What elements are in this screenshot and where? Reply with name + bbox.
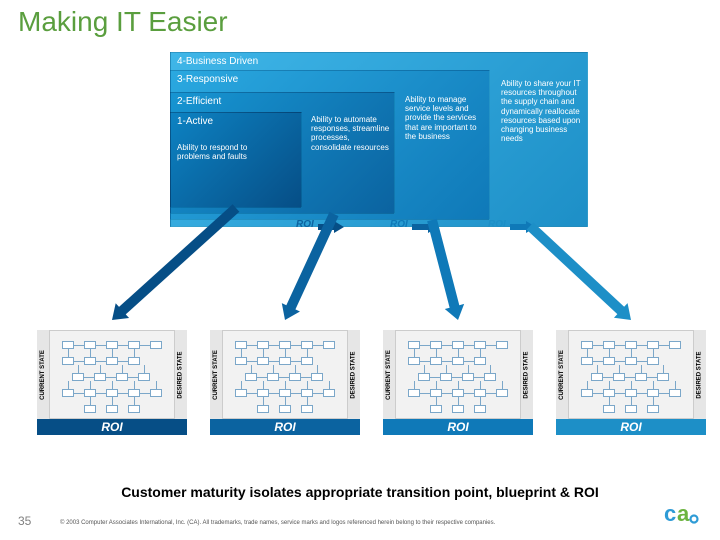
ca-logo-icon: c a — [664, 501, 702, 532]
blueprint-flow — [49, 330, 175, 419]
footer: Customer maturity isolates appropriate t… — [0, 484, 720, 540]
maturity-stage: 1-Active Ability to respond to problems a… — [170, 112, 302, 208]
stage-description: Ability to manage service levels and pro… — [405, 95, 485, 141]
desired-state-label: DESIRED STATE — [521, 330, 533, 419]
current-state-label: CURRENT STATE — [37, 330, 49, 419]
desired-state-label: DESIRED STATE — [175, 330, 187, 419]
roi-tag: ROI — [488, 219, 506, 230]
stage-label: 2-Efficient — [177, 96, 221, 107]
current-state-label: CURRENT STATE — [556, 330, 568, 419]
stage-label: 3-Responsive — [177, 74, 238, 85]
stage-label: 1-Active — [177, 116, 213, 127]
roi-bar: ROI — [383, 419, 533, 435]
roi-bar: ROI — [210, 419, 360, 435]
stage-label: 4-Business Driven — [177, 56, 258, 67]
roi-card: CURRENT STATE DESIRED STATEROI — [556, 330, 706, 435]
stage-description: Ability to automate responses, streamlin… — [311, 115, 391, 152]
copyright: © 2003 Computer Associates International… — [60, 520, 495, 526]
link-arrow-icon — [422, 217, 467, 322]
stage-description: Ability to respond to problems and fault… — [177, 143, 257, 161]
desired-state-label: DESIRED STATE — [348, 330, 360, 419]
page-title: Making IT Easier — [18, 6, 228, 38]
roi-arrow-icon — [318, 221, 344, 233]
svg-text:c: c — [664, 501, 676, 526]
current-state-label: CURRENT STATE — [383, 330, 395, 419]
page-number: 35 — [18, 514, 31, 528]
current-state-label: CURRENT STATE — [210, 330, 222, 419]
roi-tag: ROI — [390, 219, 408, 230]
caption: Customer maturity isolates appropriate t… — [0, 484, 720, 500]
roi-card: CURRENT STATE DESIRED STATEROI — [383, 330, 533, 435]
roi-arrow-icon — [412, 221, 438, 233]
stage-description: Ability to share your IT resources throu… — [501, 79, 581, 143]
roi-card: CURRENT STATE DESIRED STATEROI — [37, 330, 187, 435]
svg-text:a: a — [677, 501, 690, 526]
roi-bar: ROI — [556, 419, 706, 435]
roi-card: CURRENT STATE DESIRED STATEROI — [210, 330, 360, 435]
blueprint-flow — [568, 330, 694, 419]
roi-arrow-icon — [510, 221, 536, 233]
desired-state-label: DESIRED STATE — [694, 330, 706, 419]
roi-tag: ROI — [296, 219, 314, 230]
blueprint-flow — [395, 330, 521, 419]
roi-bar: ROI — [37, 419, 187, 435]
blueprint-flow — [222, 330, 348, 419]
link-arrow-icon — [523, 219, 638, 328]
